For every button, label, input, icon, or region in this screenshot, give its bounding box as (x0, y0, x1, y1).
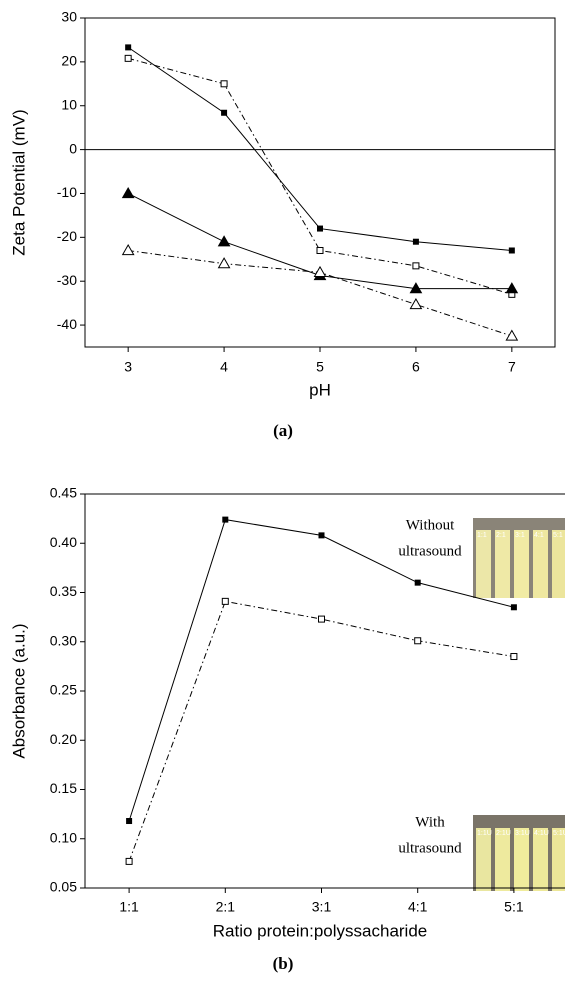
marker (217, 235, 231, 247)
x-tick-label: 5:1 (504, 899, 524, 915)
marker (221, 597, 229, 605)
inset-label: 2:1U (496, 830, 511, 837)
marker (124, 54, 132, 62)
marker (409, 282, 423, 294)
tube (514, 828, 529, 891)
y-tick-label: 0.20 (50, 731, 77, 747)
inset-label: 3:1U (515, 830, 530, 837)
marker (125, 44, 132, 51)
y-tick-label: 0.30 (50, 632, 77, 648)
caption: (b) (273, 954, 294, 973)
marker (409, 297, 423, 310)
inset-label: 1:1 (477, 532, 487, 539)
y-tick-label: -30 (57, 272, 77, 288)
marker (318, 615, 325, 623)
tube (533, 828, 548, 891)
tube (533, 530, 548, 598)
inset-label: 5:1 (553, 532, 563, 539)
y-tick-label: 20 (61, 53, 77, 69)
y-tick-label: -10 (57, 184, 77, 200)
tube (552, 828, 565, 891)
annotation: ultrasound (398, 840, 462, 856)
marker (510, 604, 517, 611)
tube (495, 828, 510, 891)
x-tick-label: 2:1 (216, 899, 236, 915)
plot-frame (84, 17, 556, 348)
inset-bottom (473, 815, 565, 891)
y-tick-label: 0.45 (50, 485, 77, 501)
y-tick-label: 10 (61, 96, 77, 112)
marker (221, 109, 228, 116)
inset-label: 2:1 (496, 532, 506, 539)
series-line (128, 600, 514, 862)
inset-label: 3:1 (515, 532, 525, 539)
annotation: Without (406, 517, 455, 533)
x-tick-label: 4:1 (408, 899, 428, 915)
inset-label: 4:1 (534, 532, 544, 539)
x-tick-label: 4 (220, 359, 228, 375)
marker (316, 246, 324, 254)
inset-label: 1:1U (477, 830, 492, 837)
x-tick-label: 3:1 (312, 899, 332, 915)
marker (313, 265, 327, 278)
x-tick-label: 7 (508, 359, 516, 375)
y-tick-label: -20 (57, 228, 77, 244)
y-axis-label: Absorbance (a.u.) (9, 623, 28, 758)
y-tick-label: 0.05 (50, 879, 77, 895)
marker (217, 257, 231, 269)
annotation: ultrasound (398, 543, 462, 559)
annotation: With (415, 814, 445, 830)
marker (126, 818, 133, 825)
marker (121, 243, 135, 256)
inset-label: 5:1U (553, 830, 565, 837)
series-line (128, 57, 512, 295)
tube (495, 530, 510, 598)
marker (510, 653, 518, 661)
x-axis-label: pH (309, 380, 331, 399)
marker (220, 80, 228, 88)
marker (412, 262, 420, 270)
y-tick-label: 0.40 (50, 534, 77, 550)
series-line (128, 519, 515, 822)
marker (414, 579, 421, 586)
y-tick-label: 0.25 (50, 682, 77, 698)
marker (508, 247, 515, 254)
marker (505, 329, 519, 341)
marker (414, 637, 422, 645)
x-axis-label: Ratio protein:polyssacharide (213, 921, 428, 940)
tube (552, 530, 565, 598)
marker (121, 186, 135, 199)
marker (317, 225, 323, 232)
y-tick-label: -40 (57, 316, 77, 332)
marker (222, 516, 229, 523)
marker (318, 532, 325, 539)
y-axis-label: Zeta Potential (mV) (9, 109, 28, 255)
x-tick-label: 3 (124, 359, 132, 375)
tube (476, 530, 491, 598)
y-tick-label: 0.10 (50, 829, 77, 845)
tube (514, 530, 529, 598)
marker (412, 238, 419, 245)
marker (505, 282, 519, 294)
inset-top (473, 518, 565, 598)
series-line (128, 249, 512, 337)
y-tick-label: 0 (69, 140, 77, 156)
x-tick-label: 6 (412, 359, 420, 375)
caption: (a) (273, 421, 293, 440)
marker (125, 857, 133, 865)
x-tick-label: 5 (316, 359, 324, 375)
y-tick-label: 0.35 (50, 583, 77, 599)
y-tick-label: 0.15 (50, 780, 77, 796)
tube (476, 828, 491, 891)
y-tick-label: 30 (61, 9, 77, 25)
inset-label: 4:1U (534, 830, 549, 837)
x-tick-label: 1:1 (119, 899, 139, 915)
series-line (127, 46, 512, 251)
